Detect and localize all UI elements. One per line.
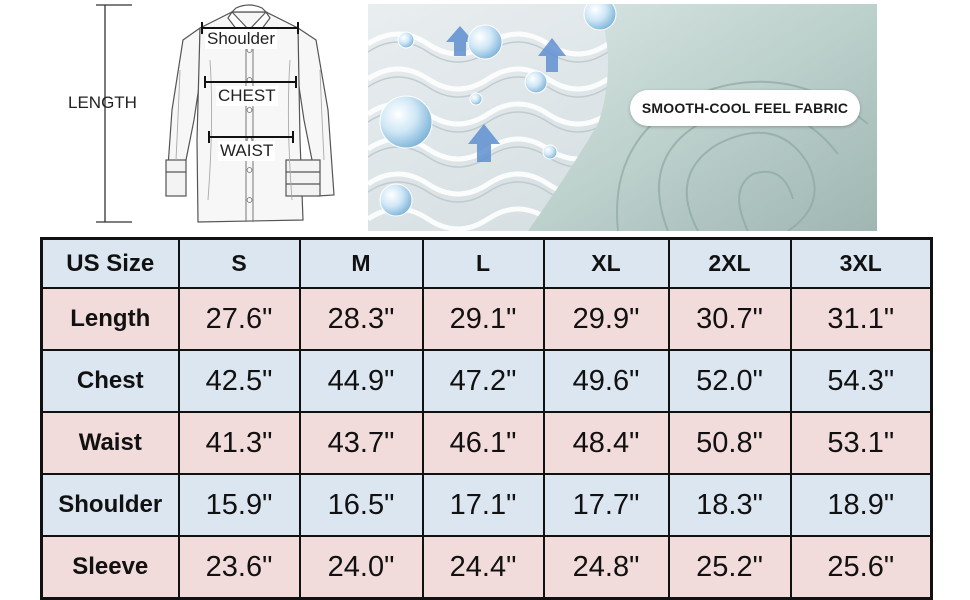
row-label-length: Length [40,287,180,351]
fabric-illustration [368,4,877,231]
cell-length-3xl: 31.1" [789,287,933,351]
cell-shoulder-m: 16.5" [298,473,424,537]
cell-length-l: 29.1" [421,287,545,351]
table-row-waist: Waist 41.3" 43.7" 46.1" 48.4" 50.8" 53.1" [40,411,933,475]
header-size-xl: XL [542,237,670,289]
cell-shoulder-s: 15.9" [177,473,301,537]
table-row-length: Length 27.6" 28.3" 29.1" 29.9" 30.7" 31.1" [40,287,933,351]
header-size-s: S [177,237,301,289]
size-chart-table: US Size S M L XL 2XL 3XL Length 27.6" 28.3" 29.1" 2… [40,237,933,600]
header-size-l: L [421,237,545,289]
fabric-photo: SMOOTH-COOL FEEL FABRIC [368,4,877,231]
cell-waist-2xl: 50.8" [667,411,792,475]
length-label: LENGTH [68,93,137,112]
row-label-shoulder: Shoulder [40,473,180,537]
header-size-m: M [298,237,424,289]
shirt-measurement-diagram: LENGTH Shoulder CHEST WAIST [0,0,360,232]
cell-waist-xl: 48.4" [542,411,670,475]
cell-shoulder-xl: 17.7" [542,473,670,537]
cell-sleeve-2xl: 25.2" [667,535,792,600]
cell-sleeve-l: 24.4" [421,535,545,600]
cell-chest-xl: 49.6" [542,349,670,413]
header-us-size: US Size [40,237,180,289]
header-size-2xl: 2XL [667,237,792,289]
cell-sleeve-xl: 24.8" [542,535,670,600]
cell-sleeve-s: 23.6" [177,535,301,600]
cell-length-m: 28.3" [298,287,424,351]
table-header-row: US Size S M L XL 2XL 3XL [40,237,933,289]
row-label-chest: Chest [40,349,180,413]
table-row-chest: Chest 42.5" 44.9" 47.2" 49.6" 52.0" 54.3" [40,349,933,413]
waist-label: WAIST [218,141,276,161]
cell-waist-3xl: 53.1" [789,411,933,475]
cell-sleeve-m: 24.0" [298,535,424,600]
table-row-shoulder: Shoulder 15.9" 16.5" 17.1" 17.7" 18.3" 18.9" [40,473,933,537]
cell-shoulder-2xl: 18.3" [667,473,792,537]
cell-length-s: 27.6" [177,287,301,351]
cell-chest-m: 44.9" [298,349,424,413]
row-label-sleeve: Sleeve [40,535,180,600]
cell-waist-l: 46.1" [421,411,545,475]
fabric-callout: SMOOTH-COOL FEEL FABRIC [630,90,860,126]
shoulder-label: Shoulder [205,29,278,49]
cell-sleeve-3xl: 25.6" [789,535,933,600]
cell-waist-s: 41.3" [177,411,301,475]
row-label-waist: Waist [40,411,180,475]
cell-length-2xl: 30.7" [667,287,792,351]
table-row-sleeve: Sleeve 23.6" 24.0" 24.4" 24.8" 25.2" 25.6" [40,535,933,600]
cell-waist-m: 43.7" [298,411,424,475]
cell-chest-s: 42.5" [177,349,301,413]
cell-length-xl: 29.9" [542,287,670,351]
header-size-3xl: 3XL [789,237,933,289]
shirt-illustration [96,4,335,223]
cell-chest-3xl: 54.3" [789,349,933,413]
cell-chest-2xl: 52.0" [667,349,792,413]
cell-shoulder-l: 17.1" [421,473,545,537]
cell-shoulder-3xl: 18.9" [789,473,933,537]
chest-label: CHEST [216,86,278,106]
cell-chest-l: 47.2" [421,349,545,413]
